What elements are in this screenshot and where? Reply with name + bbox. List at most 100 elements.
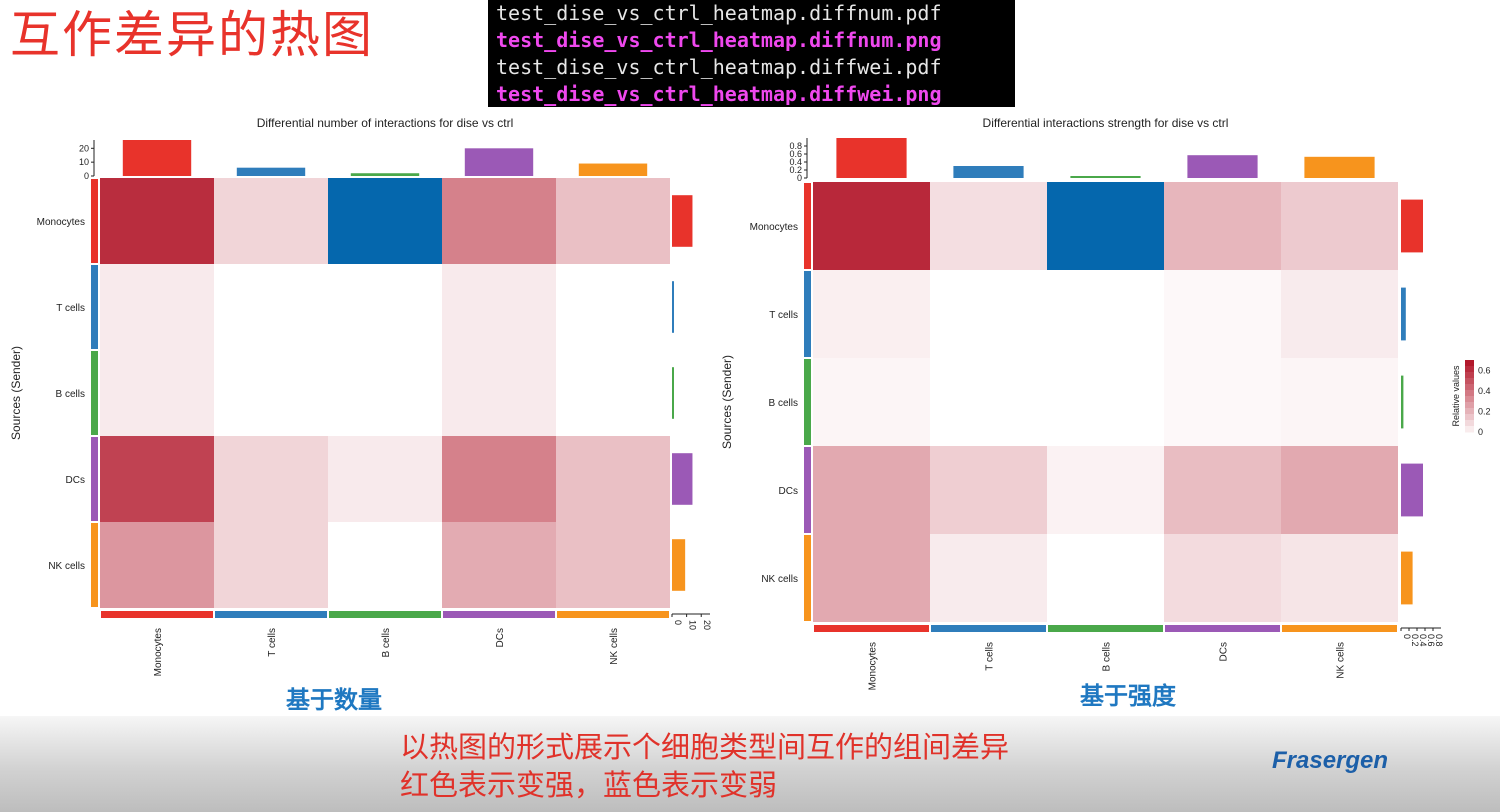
column-total-bar [1070,176,1141,178]
heatmap-cell [214,264,328,350]
row-total-bar [1401,375,1404,429]
row-label: NK cells [48,561,85,572]
col-label: DCs [1219,642,1230,661]
legend-tick-label: 0 [1478,427,1483,437]
heatmap-cell [1164,182,1281,270]
heatmap-cell [1281,534,1398,622]
heatmap-cell [556,522,670,608]
legend-swatch [1465,372,1474,379]
top-bar-tick-label: 0.8 [789,141,802,151]
col-color-strip [1165,625,1280,632]
column-total-bar [1304,156,1375,178]
heatmap-cell [100,436,214,522]
col-color-strip [101,611,213,618]
footer-line-1: 以热图的形式展示个细胞类型间互作的组间差异 [400,730,1010,764]
right-bar-tick-label: 20 [702,620,712,630]
row-color-strip [804,447,811,533]
row-color-strip [804,535,811,621]
terminal-line: test_dise_vs_ctrl_heatmap.diffwei.pdf [496,55,942,79]
col-label: NK cells [609,628,620,665]
col-label: B cells [1102,642,1113,671]
col-color-strip [814,625,929,632]
row-label: Monocytes [37,217,85,228]
row-label: DCs [779,486,798,497]
heatmap-cell [813,446,930,534]
legend-swatch [1465,426,1474,433]
heatmap-cell [442,178,556,264]
right-bar-tick-label: 0 [1402,634,1412,639]
top-bar-tick-label: 20 [79,143,89,153]
heatmap-cell [1047,358,1164,446]
heatmap-cell [1164,534,1281,622]
heatmap-cell [328,436,442,522]
row-label: Monocytes [750,222,798,233]
col-label: Monocytes [868,642,879,690]
legend-title: Relative values [1451,365,1461,427]
col-color-strip [931,625,1046,632]
heatmap-cell [1281,446,1398,534]
legend-tick-label: 0.6 [1478,365,1491,375]
footer-band [0,716,1500,812]
row-total-bar [1401,551,1413,605]
legend-swatch [1465,402,1474,409]
terminal-line: test_dise_vs_ctrl_heatmap.diffnum.png [496,28,942,52]
heatmap-cell [100,264,214,350]
legend-swatch [1465,378,1474,385]
col-color-strip [329,611,441,618]
right-bar-tick-label: 0.6 [1426,634,1436,647]
row-total-bar [672,367,674,419]
heatmap-cell [1164,358,1281,446]
slide-title: 互作差异的热图 [10,6,374,64]
heatmap-interaction-number: Differential number of interactions for … [9,116,712,676]
col-color-strip [215,611,327,618]
row-label: T cells [56,303,85,314]
row-color-strip [91,351,98,435]
legend-tick-label: 0.4 [1478,386,1491,396]
legend-swatch [1465,360,1474,367]
heatmap-cell [100,350,214,436]
column-total-bar [464,148,534,176]
heatmap-cell [556,264,670,350]
chart-title: Differential interactions strength for d… [983,116,1229,130]
row-label: DCs [66,475,85,486]
row-label: NK cells [761,574,798,585]
legend-swatch [1465,366,1474,373]
y-axis-label: Sources (Sender) [9,346,23,440]
col-label: T cells [985,642,996,671]
legend-swatch [1465,390,1474,397]
right-bar-tick-label: 0 [673,620,683,625]
heatmap-cell [1047,446,1164,534]
heatmap-cell [1281,270,1398,358]
heatmap-cell [100,178,214,264]
row-color-strip [91,265,98,349]
row-label: B cells [56,389,85,400]
top-bar-tick-label: 10 [79,157,89,167]
legend-swatch [1465,408,1474,415]
footer-line-2: 红色表示变强，蓝色表示变弱 [400,768,778,802]
legend-tick-label: 0.2 [1478,406,1491,416]
heatmap-cell [930,270,1047,358]
footer-caption: 以热图的形式展示个细胞类型间互作的组间差异 红色表示变强，蓝色表示变弱 [400,728,1009,804]
column-total-bar [1187,155,1258,178]
heatmap-cell [214,350,328,436]
row-total-bar [1401,199,1423,253]
column-total-bar [236,167,306,176]
col-label: T cells [267,628,278,657]
heatmap-cell [1164,446,1281,534]
right-bar-tick-label: 0.8 [1434,634,1444,647]
col-color-strip [1282,625,1397,632]
heatmap-cell [328,350,442,436]
terminal-line: test_dise_vs_ctrl_heatmap.diffnum.pdf [496,1,942,25]
column-total-bar [578,163,648,176]
col-label: Monocytes [153,628,164,676]
top-bar-tick-label: 0.2 [789,165,802,175]
row-total-bar [672,281,674,333]
right-bar-tick-label: 0.4 [1418,634,1428,647]
row-color-strip [91,179,98,263]
right-bar-tick-label: 10 [688,620,698,630]
legend-swatch [1465,420,1474,427]
chart-caption-number: 基于数量 [286,686,382,714]
row-total-bar [1401,287,1406,341]
col-color-strip [1048,625,1163,632]
heatmap-cell [442,436,556,522]
